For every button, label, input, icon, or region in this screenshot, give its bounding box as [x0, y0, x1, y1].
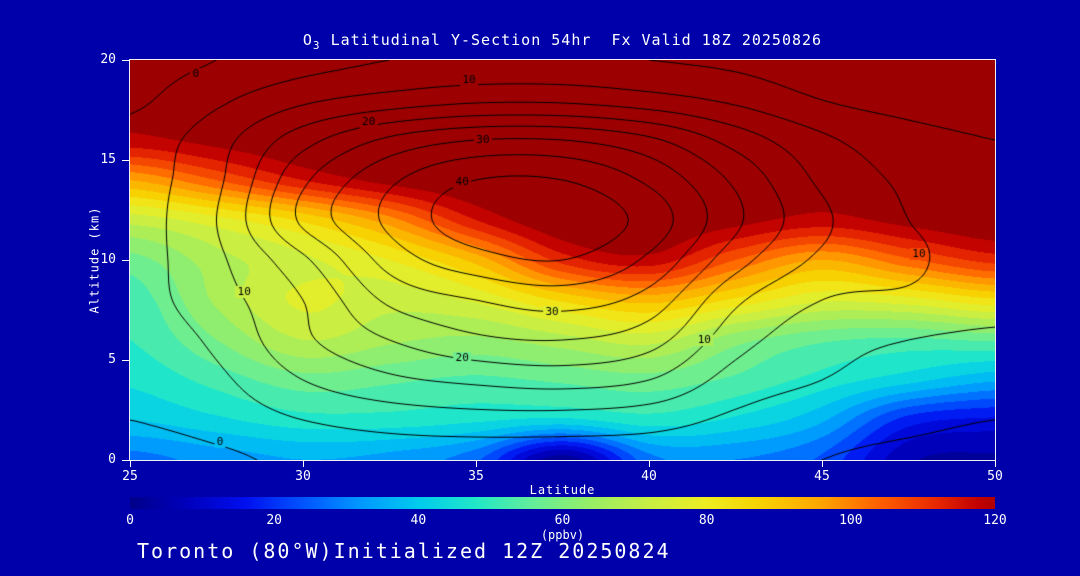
x-axis-tick	[475, 460, 477, 467]
y-axis-tick	[122, 159, 130, 161]
y-tick-label: 0	[108, 452, 116, 467]
y-axis-tick	[122, 59, 130, 61]
chart-title-text: Latitudinal Y-Section 54hr Fx Valid 18Z …	[320, 31, 823, 49]
model-init-info: Toronto (80°W)Initialized 12Z 20250824	[137, 539, 671, 563]
x-axis-tick	[129, 460, 131, 467]
x-tick-label: 30	[295, 469, 311, 484]
x-axis-tick	[994, 460, 996, 467]
x-tick-label: 45	[814, 469, 830, 484]
x-tick-label: 35	[468, 469, 484, 484]
y-tick-label: 20	[100, 52, 116, 67]
colorbar-tick-label: 20	[266, 513, 282, 528]
y-tick-label: 10	[100, 252, 116, 267]
x-tick-label: 40	[641, 469, 657, 484]
colorbar-tick-label: 60	[554, 513, 571, 528]
chart-title: O3 Latitudinal Y-Section 54hr Fx Valid 1…	[130, 31, 995, 52]
colorbar-tick-label: 0	[126, 513, 134, 528]
colorbar-unit: (ppbv)	[540, 528, 585, 542]
filled-contour-plot	[130, 60, 995, 460]
colorbar-tick-label: 80	[698, 513, 715, 528]
chart-title-species: O	[302, 31, 313, 49]
colorbar-tick-label: 100	[839, 513, 863, 528]
colorbar-tick-label: 40	[410, 513, 427, 528]
x-axis-title: Latitude	[529, 483, 596, 497]
plot-frame	[129, 59, 996, 461]
x-axis-tick	[648, 460, 650, 467]
x-axis-tick	[821, 460, 823, 467]
y-tick-label: 15	[100, 152, 116, 167]
y-axis-tick	[122, 259, 130, 261]
y-tick-label: 5	[108, 352, 116, 367]
y-axis-tick	[122, 459, 130, 461]
y-axis-tick	[122, 359, 130, 361]
chart-title-subscript: 3	[312, 39, 321, 52]
x-tick-label: 25	[122, 469, 138, 484]
x-tick-label: 50	[987, 469, 1003, 484]
x-axis-tick	[302, 460, 304, 467]
colorbar	[130, 497, 995, 509]
colorbar-tick-label: 120	[983, 513, 1007, 528]
